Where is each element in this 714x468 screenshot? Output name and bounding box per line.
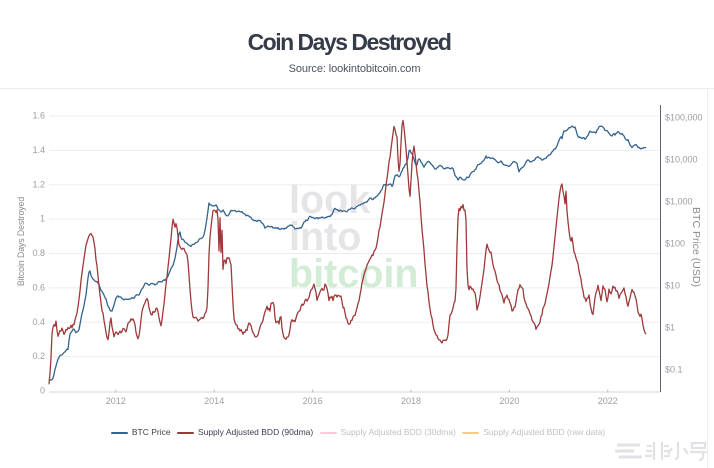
svg-text:BTC Price (USD): BTC Price (USD)	[690, 207, 702, 287]
svg-text:$1: $1	[665, 323, 675, 333]
svg-text:2012: 2012	[106, 396, 126, 406]
svg-text:1.6: 1.6	[32, 111, 45, 121]
svg-text:0.8: 0.8	[32, 248, 45, 258]
svg-text:2022: 2022	[598, 396, 618, 406]
svg-text:$1,000: $1,000	[665, 197, 693, 207]
svg-text:1.2: 1.2	[32, 179, 45, 189]
svg-text:2016: 2016	[303, 396, 323, 406]
svg-text:0.6: 0.6	[32, 283, 45, 293]
svg-text:2018: 2018	[401, 396, 421, 406]
svg-text:$10,000: $10,000	[665, 155, 698, 165]
svg-text:$100: $100	[665, 239, 685, 249]
svg-text:$100,000: $100,000	[665, 113, 703, 123]
svg-text:2014: 2014	[204, 396, 224, 406]
svg-text:0.2: 0.2	[32, 351, 45, 361]
svg-text:$0.1: $0.1	[665, 365, 683, 375]
svg-text:1.4: 1.4	[32, 145, 45, 155]
svg-text:Bitcoin Days Destroyed: Bitcoin Days Destroyed	[16, 197, 26, 286]
svg-text:$10: $10	[665, 281, 680, 291]
svg-text:0.4: 0.4	[32, 317, 45, 327]
svg-text:0: 0	[40, 386, 45, 396]
svg-text:2020: 2020	[499, 396, 519, 406]
svg-text:1: 1	[40, 214, 45, 224]
